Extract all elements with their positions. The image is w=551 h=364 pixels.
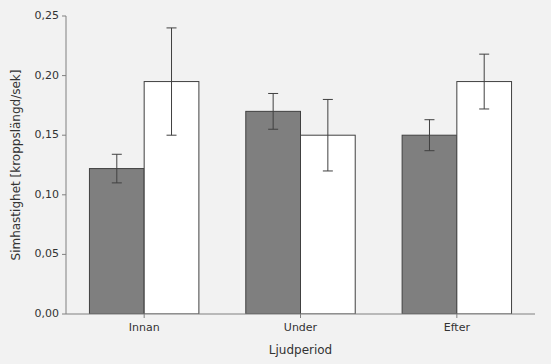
error-line: [429, 120, 430, 151]
chart-container: 0,00 0,05 0,10 0,15 0,20 0,25 Innan Under Efter L…: [0, 0, 551, 364]
y-tick: [62, 16, 66, 17]
error-bar: [268, 93, 278, 129]
x-tick: [300, 314, 301, 318]
error-cap: [323, 170, 333, 171]
x-tick-label: Innan: [129, 321, 160, 334]
error-bar: [479, 54, 489, 109]
error-cap: [424, 150, 434, 151]
error-line: [116, 154, 117, 183]
x-tick: [456, 314, 457, 318]
bar: [246, 111, 301, 314]
x-tick: [144, 314, 145, 318]
error-bar: [424, 120, 434, 151]
y-tick: [62, 314, 66, 315]
y-tick-label: 0,15: [35, 128, 60, 141]
plot-area: [66, 16, 535, 314]
error-bar: [167, 28, 177, 135]
error-line: [484, 54, 485, 109]
y-axis-title: Simhastighet [kroppslängd/sek]: [9, 70, 23, 261]
y-tick-label: 0,10: [35, 188, 60, 201]
bars: [89, 28, 511, 314]
y-tick: [62, 254, 66, 255]
error-cap: [268, 93, 278, 94]
error-line: [273, 93, 274, 129]
y-axis-line: [66, 16, 67, 314]
error-cap: [268, 129, 278, 130]
error-cap: [112, 154, 122, 155]
y-tick-label: 0,20: [35, 69, 60, 82]
error-cap: [167, 135, 177, 136]
y-tick: [62, 135, 66, 136]
x-axis-title: Ljudperiod: [269, 343, 332, 357]
bar: [402, 135, 457, 314]
x-tick-label: Under: [284, 321, 318, 334]
error-cap: [479, 54, 489, 55]
error-cap: [479, 108, 489, 109]
chart: 0,00 0,05 0,10 0,15 0,20 0,25 Innan Under Efter L…: [0, 0, 551, 364]
error-cap: [112, 182, 122, 183]
x-tick-label: Efter: [444, 321, 471, 334]
error-line: [171, 28, 172, 135]
error-bar: [112, 154, 122, 183]
bar: [89, 169, 144, 314]
error-cap: [424, 119, 434, 120]
error-line: [327, 99, 328, 171]
y-tick-label: 0,00: [35, 307, 60, 320]
error-cap: [323, 99, 333, 100]
y-tick: [62, 194, 66, 195]
bar: [457, 82, 512, 314]
error-bar: [323, 99, 333, 171]
y-tick: [62, 75, 66, 76]
y-tick-label: 0,05: [35, 247, 60, 260]
y-tick-label: 0,25: [35, 9, 60, 22]
error-cap: [167, 27, 177, 28]
